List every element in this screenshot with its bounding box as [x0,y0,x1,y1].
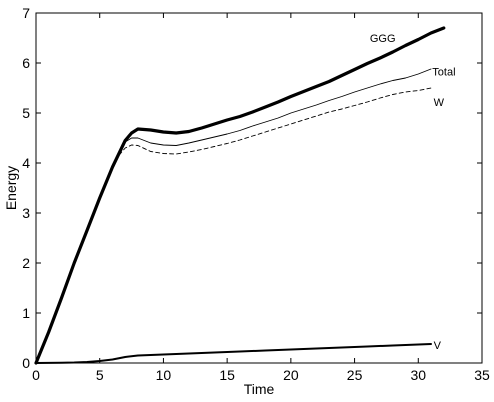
ticks-layer: 0 5 10 15 20 25 30 35 0 1 2 3 4 5 6 7 [22,5,490,383]
plot-area [35,12,483,364]
x-tick-label: 15 [219,367,235,383]
series-label-v: V [434,340,442,352]
series-line-w [35,87,432,364]
y-tick-label: 5 [22,105,30,121]
x-tick-label: 25 [347,367,363,383]
x-tick-label: 0 [32,367,40,383]
y-axis-title: Energy [3,166,19,210]
x-tick-label: 20 [283,367,299,383]
y-tick-label: 1 [22,305,30,321]
x-axis-title: Time [244,381,275,397]
series-label-ggg: GGG [370,33,396,45]
y-tick-label: 0 [22,355,30,371]
x-tick-label: 5 [96,367,104,383]
y-tick-label: 4 [22,155,30,171]
series-line-v [35,343,432,364]
series-label-total: Total [432,67,455,79]
x-tick-label: 10 [156,367,172,383]
series-label-w: W [434,97,445,109]
x-tick-label: 30 [410,367,426,383]
y-tick-label: 6 [22,55,30,71]
x-tick-label: 35 [474,367,490,383]
series-line-total [35,68,432,364]
y-tick-label: 2 [22,255,30,271]
series-layer [34,26,446,365]
y-tick-label: 3 [22,205,30,221]
y-tick-label: 7 [22,5,30,21]
labels-layer: GGG Total W V [370,33,456,352]
